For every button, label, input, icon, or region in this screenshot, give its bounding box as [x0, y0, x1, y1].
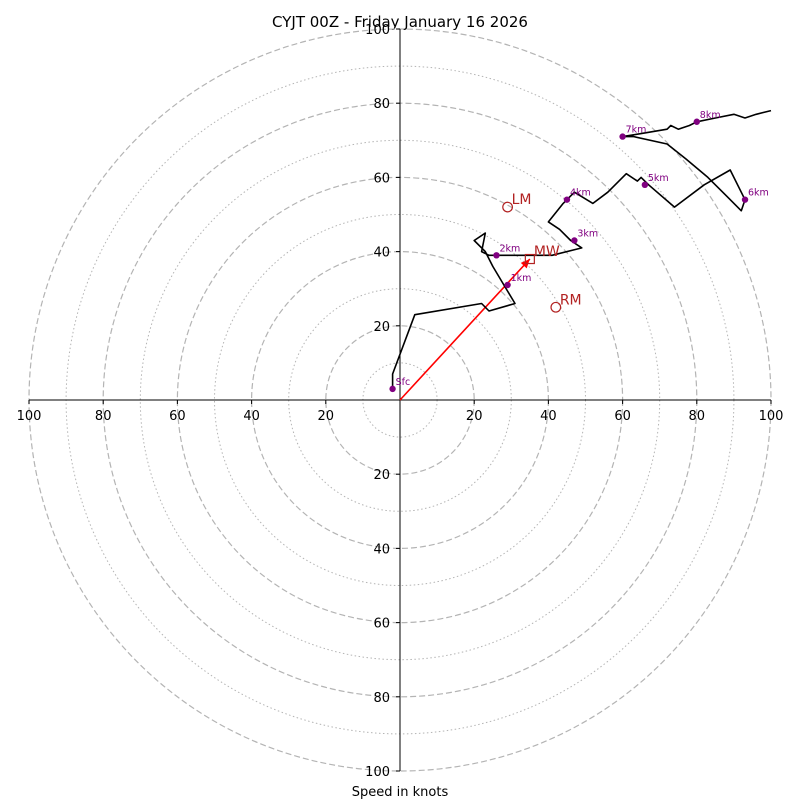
storm-marker-mw	[524, 253, 535, 265]
height-label-3km: 3km	[577, 228, 598, 239]
y-tick-label: 40	[373, 542, 390, 557]
height-marker-3km	[571, 237, 578, 244]
y-tick-label: 20	[373, 468, 390, 483]
y-tick-label: 100	[365, 23, 390, 38]
y-tick-label: 20	[373, 320, 390, 335]
height-label-5km: 5km	[648, 173, 669, 184]
x-tick-label: 100	[17, 409, 42, 424]
storm-label-lm: LM	[512, 192, 532, 208]
y-tick-label: 60	[373, 171, 390, 186]
x-tick-label: 40	[540, 409, 557, 424]
x-tick-label: 100	[759, 409, 784, 424]
profile-line	[391, 109, 772, 389]
y-tick-label: 60	[373, 617, 390, 632]
y-tick-label: 80	[373, 691, 390, 706]
height-marker-8km	[693, 118, 700, 125]
height-marker-7km	[619, 133, 626, 140]
y-tick-label: 100	[365, 765, 390, 780]
axes: 100 80 60 40 20 20 40 60 80 100 100 80 60 40 20 20 40 60 8…	[17, 23, 784, 780]
x-tick-label: 40	[243, 409, 260, 424]
chart-title: CYJT 00Z - Friday January 16 2026	[272, 13, 528, 31]
x-axis-label: Speed in knots	[352, 785, 449, 800]
x-tick-label: 60	[169, 409, 186, 424]
height-marker-6km	[741, 196, 749, 203]
height-marker-2km	[493, 252, 500, 259]
storm-motion-markers: LM RM MW	[502, 192, 582, 313]
storm-label-mw: MW	[534, 244, 560, 260]
height-marker-sfc	[389, 385, 396, 393]
x-tick-label: 20	[318, 409, 335, 424]
y-tick-label: 40	[373, 246, 390, 261]
storm-marker-rm	[550, 301, 562, 313]
height-label-2km: 2km	[499, 243, 520, 254]
x-tick-label: 60	[614, 409, 631, 424]
storm-marker-lm	[502, 201, 513, 213]
x-tick-label: 80	[95, 409, 112, 424]
height-label-6km: 6km	[748, 188, 769, 199]
height-label-7km: 7km	[626, 125, 647, 136]
height-label-8km: 8km	[700, 110, 721, 121]
height-marker-4km	[563, 196, 571, 203]
wind-profile	[391, 109, 772, 401]
y-tick-label: 80	[373, 97, 390, 112]
height-label-4km: 4km	[570, 188, 591, 199]
height-marker-5km	[641, 181, 649, 189]
height-marker-1km	[504, 281, 511, 289]
height-markers: Sfc 1km 2km 3km 4km 5km 6km 7km 8km	[389, 110, 769, 393]
height-label-sfc: Sfc	[396, 377, 411, 388]
height-label-1km: 1km	[511, 273, 532, 284]
storm-label-rm: RM	[560, 292, 582, 308]
x-tick-label: 20	[466, 409, 483, 424]
x-tick-label: 80	[689, 409, 706, 424]
